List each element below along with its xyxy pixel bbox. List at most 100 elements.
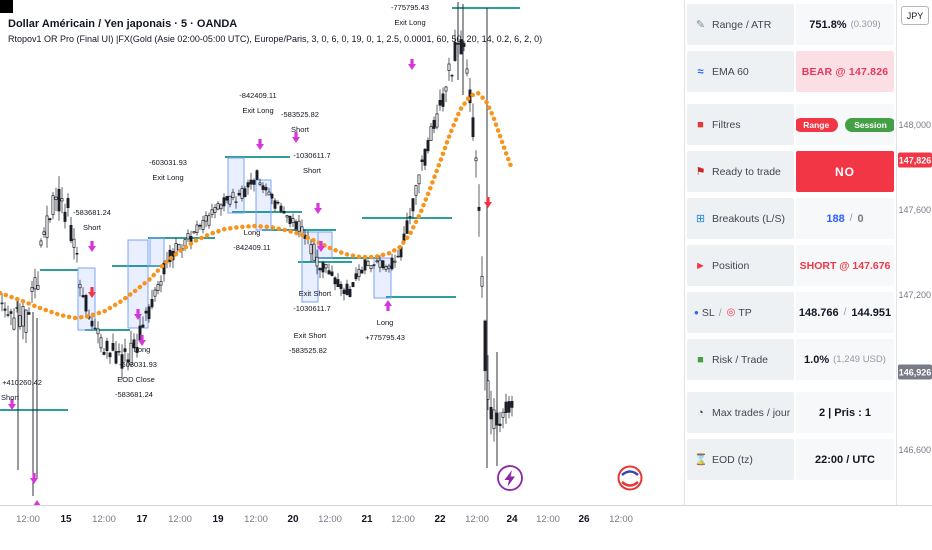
filter-icon: ■: [697, 118, 704, 131]
row-label: Range / ATR: [712, 18, 772, 31]
wave-icon: ≈: [697, 65, 704, 78]
tp-value: 144.951: [851, 306, 892, 319]
panel-row-ema60: ≈ EMA 60 BEAR @ 147.826: [687, 51, 894, 92]
svg-text:Short: Short: [83, 223, 102, 232]
time-tick-label: 20: [287, 514, 299, 525]
corner-square: [0, 0, 13, 13]
svg-text:-583681.24: -583681.24: [115, 390, 153, 399]
row-label: Filtres: [712, 118, 741, 131]
symbol-title[interactable]: Dollar Américain / Yen japonais · 5 · OA…: [8, 18, 238, 30]
lightning-icon[interactable]: [497, 465, 523, 491]
indicator-status-panel: ✎ Range / ATR 751.8% (0.309) ≈ EMA 60 BEAR …: [684, 0, 896, 505]
svg-text:-603031.93: -603031.93: [149, 158, 187, 167]
svg-text:Short: Short: [291, 125, 310, 134]
svg-text:Short: Short: [303, 166, 322, 175]
range-atr-value: 751.8%: [809, 18, 847, 31]
row-label: EMA 60: [712, 65, 749, 78]
pencil-icon: ✎: [695, 19, 706, 31]
panel-row-risk: ■ Risk / Trade 1.0% (1,249 USD): [687, 339, 894, 380]
indicator-title[interactable]: Rtopov1 OR Pro (Final UI) |FX(Gold (Asie…: [8, 34, 543, 44]
price-badge: 146,926: [898, 364, 932, 380]
time-tick-label: 12:00: [92, 514, 116, 525]
long-wicks: [17, 2, 498, 496]
tp-label: TP: [738, 306, 752, 319]
time-tick-label: 12:00: [168, 514, 192, 525]
price-axis[interactable]: JPY 148,000 147,600 147,200 146,600 147,826 1…: [896, 0, 932, 505]
time-tick-label: 21: [361, 514, 373, 525]
svg-text:-1030611.7: -1030611.7: [293, 151, 330, 160]
row-label: Risk / Trade: [712, 353, 769, 366]
sl-label: SL: [701, 306, 715, 319]
row-label: EOD (tz): [712, 453, 753, 466]
panel-row-max-trades: ◔ Max trades / jour 2 | Pris : 1: [687, 392, 894, 433]
breakouts-long-count: 188: [826, 212, 845, 225]
ema-line: [0, 90, 515, 321]
price-tick-label: 146,600: [898, 445, 931, 455]
time-tick-label: 22: [434, 514, 446, 525]
price-tick-label: 147,200: [898, 290, 931, 300]
time-tick-label: 12:00: [244, 514, 268, 525]
panel-row-filtres: ■ Filtres Range Session: [687, 104, 894, 145]
candlestick-chart[interactable]: -775795.43 Exit Long -842409.11 Exit Long -5…: [0, 0, 684, 511]
risk-square-icon: ■: [697, 353, 704, 366]
panel-row-eod: ⌛ EOD (tz) 22:00 / UTC: [687, 439, 894, 480]
time-tick-label: 12:00: [609, 514, 633, 525]
time-tick-label: 24: [506, 514, 518, 525]
dart-icon: ►: [695, 259, 706, 272]
breakouts-short-count: 0: [857, 212, 864, 225]
svg-text:-842409.11: -842409.11: [239, 91, 276, 100]
svg-text:EOD Close: EOD Close: [117, 375, 155, 384]
position-value: SHORT @ 147.676: [799, 259, 891, 272]
time-tick-label: 19: [212, 514, 224, 525]
eod-value: 22:00 / UTC: [815, 453, 875, 466]
ready-value: NO: [835, 164, 855, 179]
row-label: Max trades / jour: [712, 406, 791, 419]
svg-text:-583525.82: -583525.82: [281, 110, 319, 119]
tp-target-icon: ◎: [726, 307, 736, 318]
sl-dot-icon: ●: [694, 308, 699, 317]
currency-toggle-button[interactable]: JPY: [901, 6, 929, 25]
price-badge: 147,826: [898, 152, 932, 168]
svg-text:-842409.11: -842409.11: [233, 243, 270, 252]
time-axis[interactable]: 12:00 15 12:00 17 12:00 19 12:00 20 12:00 21 12:00…: [0, 505, 932, 550]
globe-icon[interactable]: [617, 465, 643, 491]
svg-text:-583681.24: -583681.24: [73, 208, 111, 217]
svg-text:Long: Long: [244, 228, 261, 237]
price-tick-label: 147,600: [898, 205, 931, 215]
price-tick-label: 148,000: [898, 120, 931, 130]
candlestick-series[interactable]: [0, 29, 514, 442]
time-tick-label: 12:00: [536, 514, 560, 525]
trade-annotations: -775795.43 Exit Long -842409.11 Exit Long -5…: [1, 3, 429, 402]
time-tick-label: 12:00: [465, 514, 489, 525]
hourglass-icon: ⌛: [694, 454, 708, 466]
row-label: Position: [712, 259, 750, 272]
chart-canvas[interactable]: -775795.43 Exit Long -842409.11 Exit Long -5…: [0, 0, 684, 511]
row-label: Breakouts (L/S): [712, 212, 785, 225]
time-tick-label: 26: [578, 514, 590, 525]
clock-icon: ◔: [697, 406, 704, 419]
risk-value: 1.0%: [804, 353, 830, 366]
time-tick-label: 15: [60, 514, 72, 525]
filter-pill-range: Range: [796, 117, 839, 132]
panel-row-breakouts: ⊞ Breakouts (L/S) 188 / 0: [687, 198, 894, 239]
range-atr-sub: (0.309): [850, 19, 881, 30]
time-tick-label: 12:00: [318, 514, 342, 525]
chart-floating-icons[interactable]: [497, 465, 643, 491]
svg-text:Exit Long: Exit Long: [152, 173, 183, 182]
risk-sub: (1,249 USD): [833, 354, 886, 365]
svg-text:-775795.43: -775795.43: [391, 3, 429, 12]
svg-text:-603031.93: -603031.93: [119, 360, 157, 369]
panel-row-sl-tp: ● SL / ◎ TP 148.766 / 144.951: [687, 292, 894, 333]
svg-text:Exit Long: Exit Long: [242, 106, 273, 115]
svg-text:Exit Short: Exit Short: [294, 331, 327, 340]
ema60-value: BEAR @ 147.826: [801, 65, 889, 78]
time-tick-label: 12:00: [16, 514, 40, 525]
svg-text:Exit Short: Exit Short: [299, 289, 332, 298]
svg-text:Long: Long: [377, 318, 394, 327]
filter-pill-session: Session: [845, 117, 894, 132]
panel-row-position: ► Position SHORT @ 147.676: [687, 245, 894, 286]
flag-icon: ⚑: [695, 166, 706, 178]
svg-text:Short: Short: [1, 393, 20, 402]
panel-row-ready: ⚑ Ready to trade NO: [687, 151, 894, 192]
